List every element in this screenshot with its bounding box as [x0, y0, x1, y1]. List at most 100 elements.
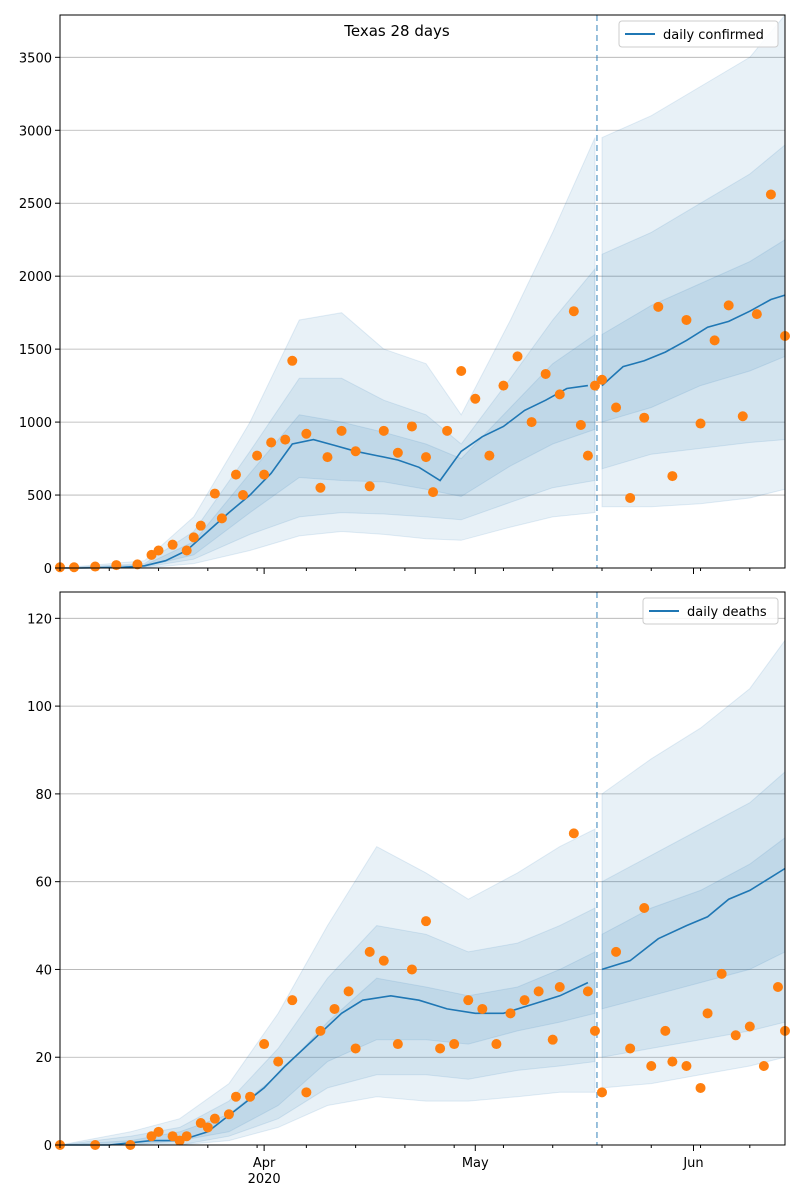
data-point	[596, 1087, 607, 1098]
data-point	[568, 828, 579, 839]
data-point	[259, 1039, 270, 1050]
y-tick-label: 1500	[19, 343, 52, 358]
uncertainty-band-outer	[59, 828, 596, 1146]
y-tick-label: 1000	[19, 416, 52, 431]
y-tick-label: 0	[44, 1139, 52, 1154]
data-point	[111, 560, 122, 571]
data-point	[132, 559, 143, 570]
data-point	[252, 450, 263, 461]
data-point	[245, 1091, 256, 1102]
legend-label: daily deaths	[687, 605, 767, 620]
data-point	[702, 1008, 713, 1019]
series-line	[601, 867, 786, 971]
data-point	[336, 425, 347, 436]
data-point	[519, 995, 530, 1006]
data-point	[653, 301, 664, 312]
data-point	[421, 916, 432, 927]
data-point	[737, 411, 748, 422]
data-point	[442, 425, 453, 436]
data-point	[273, 1056, 284, 1067]
data-point	[667, 1056, 678, 1067]
data-point	[301, 1087, 312, 1098]
data-point	[181, 545, 192, 556]
y-tick-label: 0	[44, 562, 52, 577]
y-tick-label: 20	[35, 1051, 52, 1066]
data-point	[554, 389, 565, 400]
data-point	[765, 189, 776, 200]
data-point	[758, 1061, 769, 1071]
data-point	[723, 300, 734, 311]
plot-area	[55, 13, 790, 573]
y-tick-label: 3000	[19, 124, 52, 139]
data-point	[209, 1113, 220, 1124]
data-point	[646, 1061, 657, 1071]
data-point	[533, 986, 544, 997]
y-tick-label: 100	[27, 700, 52, 715]
uncertainty-band-middle	[59, 267, 596, 569]
data-point	[435, 1043, 446, 1054]
axes-frame	[59, 591, 786, 1146]
data-point	[681, 314, 692, 325]
data-point	[343, 986, 354, 997]
data-point	[625, 1043, 636, 1054]
y-tick-label: 120	[27, 612, 52, 627]
data-point	[392, 447, 403, 458]
data-point	[449, 1039, 460, 1050]
legend-box	[618, 20, 779, 48]
data-point	[216, 513, 227, 524]
data-point	[575, 420, 586, 431]
data-point	[287, 355, 298, 366]
data-point	[188, 532, 199, 543]
data-point	[568, 306, 579, 317]
x-tick-label: Jun	[682, 1156, 703, 1171]
data-point	[772, 982, 783, 992]
data-point	[153, 545, 164, 556]
y-tick-label: 2500	[19, 197, 52, 212]
data-point	[667, 471, 678, 482]
data-point	[589, 380, 600, 391]
data-point	[491, 1039, 502, 1050]
series-line	[601, 294, 786, 387]
data-point	[287, 995, 298, 1006]
data-point	[421, 452, 432, 463]
data-point	[681, 1061, 692, 1071]
data-point	[730, 1030, 741, 1041]
data-point	[526, 417, 537, 428]
data-point	[378, 425, 389, 436]
data-point	[378, 955, 389, 966]
data-point	[512, 351, 523, 362]
data-point	[484, 450, 495, 461]
y-tick-label: 40	[35, 963, 52, 978]
uncertainty-band-outer	[59, 137, 596, 569]
data-point	[463, 995, 474, 1006]
data-point	[406, 964, 417, 975]
data-point	[428, 487, 439, 498]
data-point	[322, 452, 333, 463]
data-point	[554, 982, 565, 992]
data-point	[69, 562, 80, 573]
data-point	[611, 946, 622, 957]
data-point	[259, 469, 270, 480]
data-point	[611, 402, 622, 413]
data-point	[751, 309, 762, 320]
data-point	[315, 482, 326, 493]
data-point	[329, 1003, 340, 1014]
data-point	[589, 1025, 600, 1036]
data-point	[364, 946, 375, 957]
data-point	[280, 434, 291, 445]
data-point	[625, 492, 636, 503]
legend: daily deaths	[642, 597, 779, 625]
data-point	[456, 366, 467, 377]
legend: daily confirmed	[618, 20, 779, 48]
data-point	[540, 368, 551, 379]
data-point	[660, 1025, 671, 1036]
data-point	[90, 561, 101, 572]
data-point	[582, 986, 593, 997]
data-point	[315, 1025, 326, 1036]
data-point	[498, 380, 509, 391]
data-point	[470, 393, 481, 404]
y-tick-label: 2000	[19, 270, 52, 285]
data-point	[364, 481, 375, 492]
plot-area	[55, 592, 790, 1150]
